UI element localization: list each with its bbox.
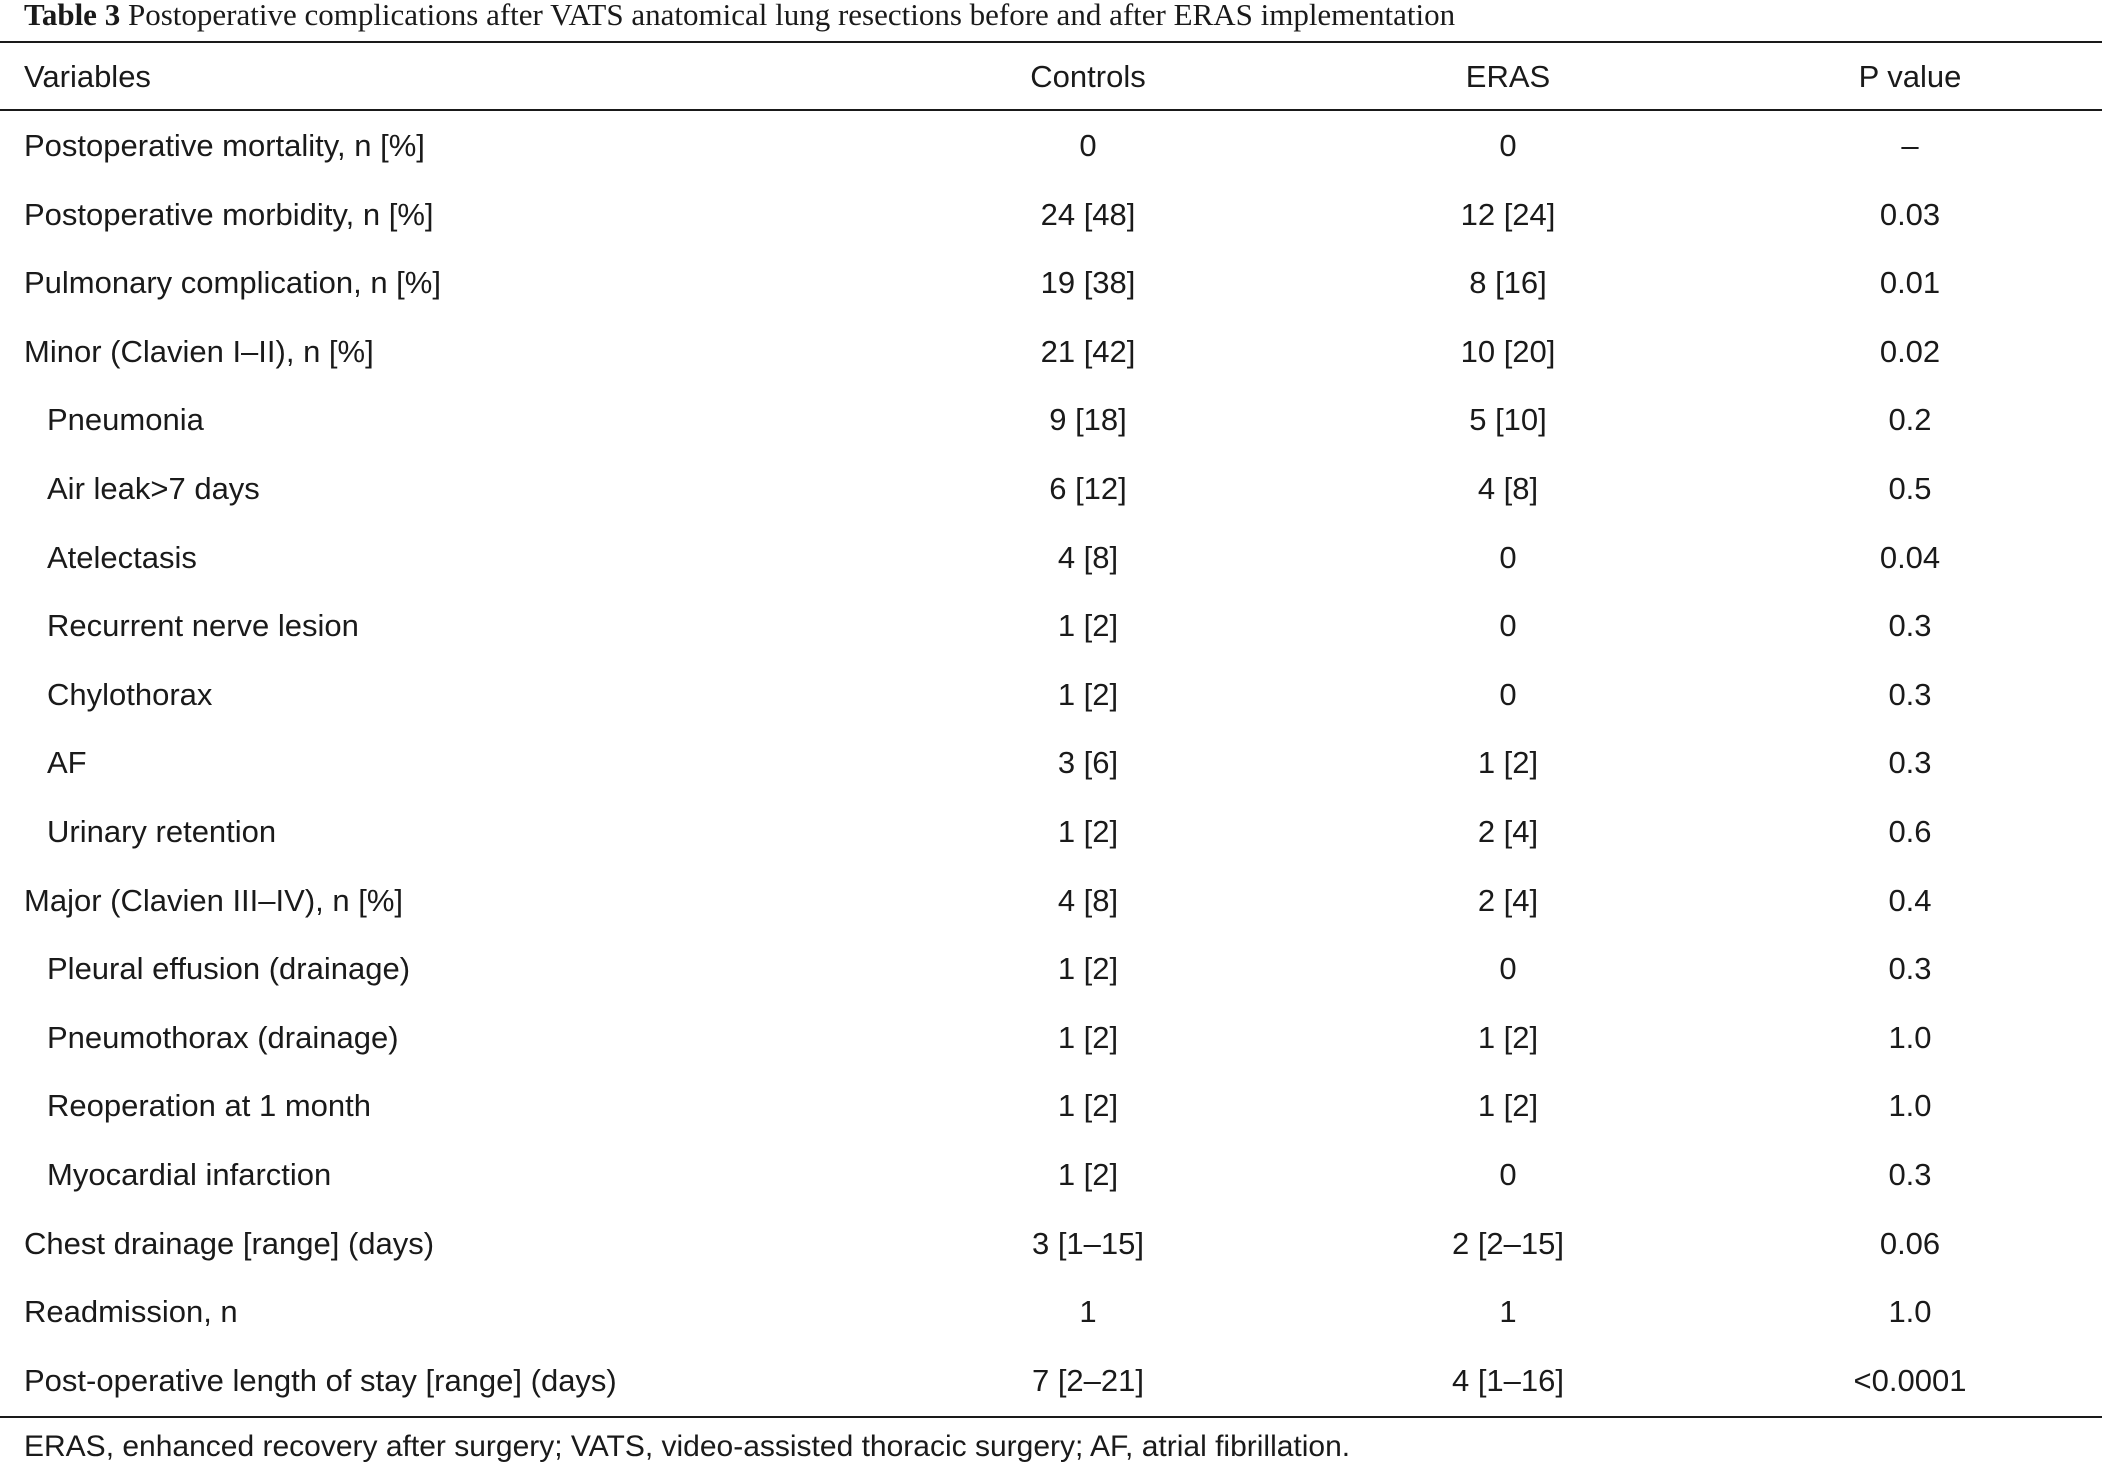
cell-p-value: 0.3 [1888, 951, 1932, 986]
cell-p-value: 1.0 [1888, 1294, 1932, 1329]
cell-controls: 4 [8] [1057, 540, 1119, 575]
cell-controls: 1 [2] [1057, 1157, 1119, 1192]
table-footnote: ERAS, enhanced recovery after surgery; V… [24, 1430, 1351, 1463]
cell-controls: 1 [2] [1057, 1088, 1119, 1123]
cell-eras: 1 [2] [1477, 745, 1539, 780]
cell-controls: 0 [1079, 128, 1097, 163]
cell-eras: 2 [4] [1477, 883, 1539, 918]
cell-p-value: 0.02 [1879, 334, 1941, 369]
cell-p-value: 0.3 [1888, 608, 1932, 643]
cell-p-value: 0.3 [1888, 745, 1932, 780]
cell-variable: Pleural effusion (drainage) [47, 951, 411, 986]
cell-controls: 9 [18] [1049, 402, 1127, 437]
cell-variable: Pulmonary complication, n [%] [24, 265, 441, 300]
cell-eras: 1 [1499, 1294, 1517, 1329]
cell-p-value: <0.0001 [1853, 1363, 1967, 1398]
cell-controls: 1 [2] [1057, 951, 1119, 986]
cell-p-value: 1.0 [1888, 1088, 1932, 1123]
cell-p-value: 0.3 [1888, 1157, 1932, 1192]
cell-variable: Myocardial infarction [47, 1157, 332, 1192]
cell-p-value: 0.3 [1888, 677, 1932, 712]
header-variables: Variables [24, 59, 151, 94]
cell-controls: 3 [6] [1057, 745, 1119, 780]
cell-controls: 7 [2–21] [1031, 1363, 1145, 1398]
header-p-value: P value [1858, 59, 1962, 94]
cell-p-value: 0.5 [1888, 471, 1932, 506]
cell-eras: 4 [8] [1477, 471, 1539, 506]
cell-p-value: 0.2 [1888, 402, 1932, 437]
table-caption-text: Postoperative complications after VATS a… [127, 0, 1456, 32]
cell-variable: Postoperative mortality, n [%] [24, 128, 425, 163]
cell-variable: Readmission, n [24, 1294, 238, 1329]
cell-variable: Pneumonia [47, 402, 204, 437]
header-eras: ERAS [1465, 59, 1551, 94]
cell-eras: 2 [4] [1477, 814, 1539, 849]
cell-p-value: 1.0 [1888, 1020, 1932, 1055]
cell-controls: 4 [8] [1057, 883, 1119, 918]
cell-eras: 0 [1499, 677, 1517, 712]
cell-variable: Minor (Clavien I–II), n [%] [24, 334, 374, 369]
cell-eras: 0 [1499, 1157, 1517, 1192]
cell-variable: Reoperation at 1 month [47, 1088, 371, 1123]
cell-eras: 4 [1–16] [1451, 1363, 1565, 1398]
cell-eras: 10 [20] [1460, 334, 1556, 369]
table-bottom-rule [0, 1416, 2102, 1418]
cell-eras: 0 [1499, 608, 1517, 643]
cell-eras: 2 [2–15] [1451, 1226, 1565, 1261]
cell-variable: Major (Clavien III–IV), n [%] [24, 883, 404, 918]
table-header-rule [0, 109, 2102, 111]
cell-controls: 3 [1–15] [1031, 1226, 1145, 1261]
cell-eras: 1 [2] [1477, 1020, 1539, 1055]
table-caption: Table 3 Postoperative complications afte… [24, 0, 1455, 36]
cell-p-value: 0.06 [1879, 1226, 1941, 1261]
cell-controls: 24 [48] [1040, 197, 1136, 232]
cell-controls: 1 [2] [1057, 677, 1119, 712]
cell-eras: 8 [16] [1469, 265, 1547, 300]
cell-controls: 19 [38] [1040, 265, 1136, 300]
cell-p-value: 0.03 [1879, 197, 1941, 232]
cell-eras: 0 [1499, 951, 1517, 986]
cell-variable: Atelectasis [47, 540, 197, 575]
cell-p-value: – [1901, 128, 1919, 163]
cell-eras: 1 [2] [1477, 1088, 1539, 1123]
cell-variable: Recurrent nerve lesion [47, 608, 359, 643]
cell-p-value: 0.6 [1888, 814, 1932, 849]
cell-p-value: 0.01 [1879, 265, 1941, 300]
cell-eras: 5 [10] [1469, 402, 1547, 437]
cell-controls: 1 [2] [1057, 814, 1119, 849]
header-controls: Controls [1030, 59, 1146, 94]
cell-controls: 6 [12] [1049, 471, 1127, 506]
cell-variable: Post-operative length of stay [range] (d… [24, 1363, 617, 1398]
cell-variable: Postoperative morbidity, n [%] [24, 197, 434, 232]
cell-variable: Pneumothorax (drainage) [47, 1020, 399, 1055]
cell-p-value: 0.04 [1879, 540, 1941, 575]
cell-controls: 1 [2] [1057, 1020, 1119, 1055]
cell-variable: Chest drainage [range] (days) [24, 1226, 435, 1261]
cell-p-value: 0.4 [1888, 883, 1932, 918]
cell-variable: AF [47, 745, 87, 780]
cell-variable: Air leak>7 days [47, 471, 260, 506]
table-top-rule [0, 41, 2102, 43]
cell-controls: 1 [2] [1057, 608, 1119, 643]
cell-variable: Chylothorax [47, 677, 213, 712]
cell-controls: 21 [42] [1040, 334, 1136, 369]
cell-variable: Urinary retention [47, 814, 277, 849]
cell-eras: 0 [1499, 128, 1517, 163]
cell-eras: 0 [1499, 540, 1517, 575]
cell-eras: 12 [24] [1460, 197, 1556, 232]
cell-controls: 1 [1079, 1294, 1097, 1329]
table-caption-label: Table 3 [24, 0, 121, 32]
